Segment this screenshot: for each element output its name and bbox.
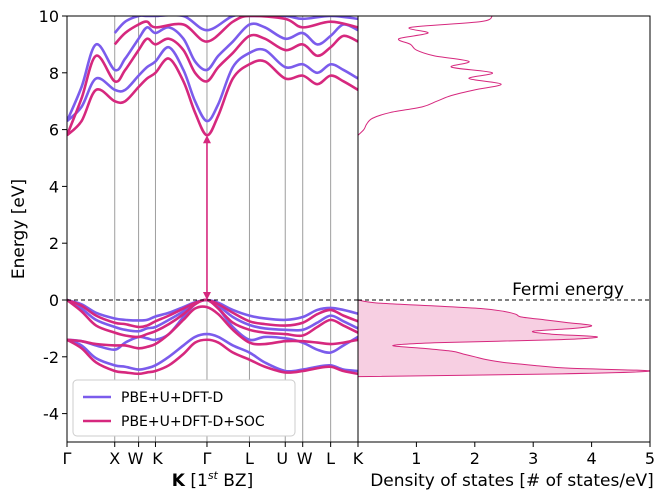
- bands-group: [67, 16, 358, 376]
- band-line: [67, 22, 358, 122]
- y-tick-label: 8: [49, 64, 59, 83]
- k-point-label: L: [326, 449, 335, 468]
- band-line: [113, 16, 358, 34]
- band-line: [67, 33, 358, 136]
- k-point-label: U: [276, 449, 288, 468]
- k-point-label: K: [152, 449, 163, 468]
- k-point-label: Γ: [63, 449, 72, 468]
- legend-label: PBE+U+DFT-D: [121, 390, 223, 406]
- legend-label: PBE+U+DFT-D+SOC: [121, 414, 265, 430]
- left-frame: [66, 15, 359, 443]
- dos-valence-fill: [358, 300, 650, 377]
- band-line: [67, 338, 358, 376]
- x-axis-label-band: K [1st BZ]: [172, 469, 253, 491]
- dos-panel: Fermi energy K 1 2 3 4 5 Density of states [# o…: [353, 15, 655, 491]
- band-line: [67, 305, 358, 350]
- x-axis-label-tail: BZ]: [218, 471, 253, 491]
- k-point-label: L: [245, 449, 254, 468]
- y-tick-label: -4: [43, 405, 59, 424]
- dos-x-tick-label: 4: [587, 449, 597, 468]
- dos-x-tick-label: 2: [470, 449, 480, 468]
- band-line: [67, 57, 358, 137]
- x-axis-label-sup: st: [208, 469, 219, 482]
- dos-x-tick-label: 5: [645, 449, 655, 468]
- k-point-label: W: [128, 449, 144, 468]
- y-tick-label: 4: [49, 177, 59, 196]
- y-tick-label: 6: [49, 121, 59, 140]
- k-point-label: Γ: [203, 449, 212, 468]
- band-gap-arrow-head-top: [202, 135, 211, 144]
- band-line: [67, 332, 358, 373]
- fermi-energy-label: Fermi energy: [512, 280, 624, 300]
- dos-x-tick-label: 1: [411, 449, 421, 468]
- dos-x-axis-label: Density of states [# of states/eV]: [370, 471, 654, 491]
- dos-x-tick-label: K: [353, 449, 364, 468]
- dos-x-tick-label: 3: [528, 449, 538, 468]
- right-frame: [357, 15, 651, 443]
- band-line: [67, 45, 358, 123]
- k-point-label: W: [297, 449, 313, 468]
- x-axis-label-k: K: [172, 471, 186, 491]
- x-axis-label-bracket: [1: [185, 471, 208, 491]
- y-tick-label: -2: [43, 348, 59, 367]
- y-axis-label: Energy [eV]: [9, 179, 29, 279]
- legend-box: [72, 379, 296, 437]
- y-tick-label: 2: [49, 234, 59, 253]
- band-line: [113, 16, 358, 46]
- band-line: [67, 298, 358, 339]
- k-point-label: X: [109, 449, 120, 468]
- dos-conduction-line: [358, 16, 502, 136]
- y-tick-label: 0: [49, 291, 59, 310]
- y-tick-label: 10: [39, 7, 59, 26]
- dos-group: [358, 16, 650, 378]
- band-gap-arrow-head-bottom: [202, 292, 211, 300]
- dos-valence-line: [358, 299, 650, 378]
